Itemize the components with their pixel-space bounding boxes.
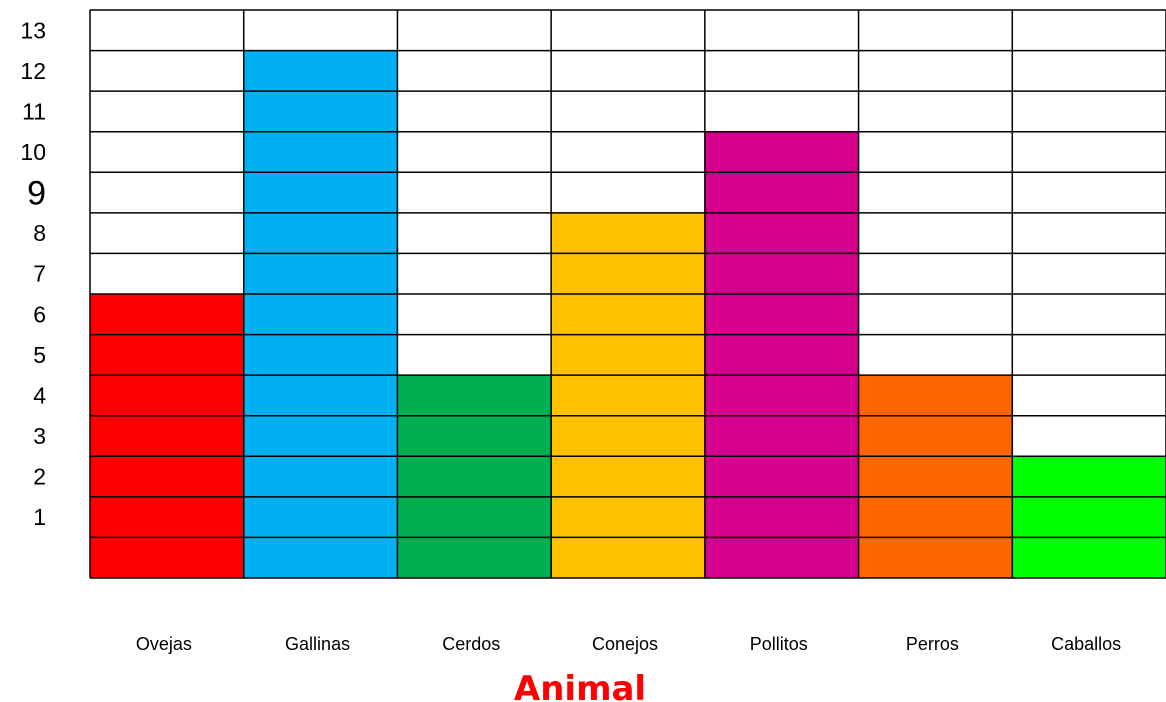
y-tick-label-8: 8 [33, 220, 46, 246]
bar-gallinas [243, 50, 398, 579]
y-tick-label-2: 2 [33, 464, 46, 490]
bar-caballos [1012, 456, 1166, 578]
x-tick-label-caballos: Caballos [1051, 634, 1121, 654]
bar-conejos [551, 212, 705, 578]
y-tick-label-5: 5 [33, 342, 46, 368]
y-tick-label-3: 3 [33, 423, 46, 449]
x-tick-label-gallinas: Gallinas [285, 634, 350, 654]
x-tick-label-cerdos: Cerdos [442, 634, 500, 654]
y-tick-label-9: 9 [27, 175, 46, 213]
x-tick-label-ovejas: Ovejas [136, 634, 192, 654]
y-tick-label-4: 4 [33, 382, 46, 408]
y-tick-label-11: 11 [22, 98, 46, 124]
x-tick-labels: Ovejas Gallinas Cerdos Conejos Pollitos Perro… [136, 634, 1121, 654]
bar-cerdos [397, 375, 552, 578]
x-tick-label-pollitos: Pollitos [750, 634, 808, 654]
x-tick-label-conejos: Conejos [592, 634, 658, 654]
y-tick-label-7: 7 [33, 261, 46, 287]
bar-pollitos [704, 131, 859, 578]
y-tick-label-12: 12 [20, 58, 46, 84]
y-tick-label-6: 6 [33, 301, 46, 327]
bar-ovejas [90, 294, 244, 578]
bar-perros [858, 375, 1013, 578]
y-tick-label-1: 1 [33, 504, 46, 530]
bars-layer [90, 50, 1166, 579]
x-tick-label-perros: Perros [906, 634, 959, 654]
y-tick-label-10: 10 [20, 139, 46, 165]
y-tick-label-13: 13 [20, 17, 46, 43]
grid-layer [89, 9, 1166, 579]
x-axis-label: Animal [514, 669, 646, 702]
